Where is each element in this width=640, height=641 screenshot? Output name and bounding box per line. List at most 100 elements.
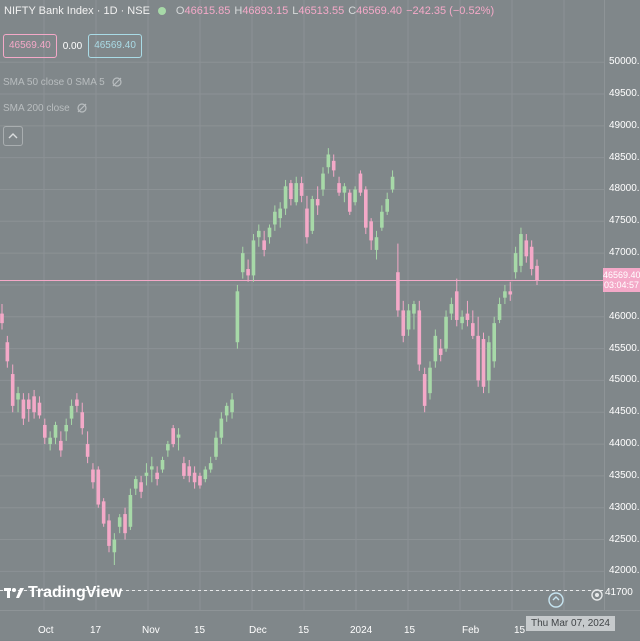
- eye-hidden-icon[interactable]: [76, 102, 88, 114]
- open-label: O: [175, 5, 185, 17]
- candle-body: [123, 514, 127, 534]
- candle-body: [342, 186, 347, 193]
- candle-down: [476, 316, 480, 387]
- candle-body: [321, 173, 325, 190]
- candle-down: [364, 186, 368, 235]
- candle-up: [278, 202, 282, 228]
- sell-button[interactable]: 46569.40: [3, 34, 57, 58]
- candle-body: [471, 323, 475, 336]
- candle-body: [128, 494, 133, 527]
- candle-body: [385, 199, 389, 212]
- candle-body: [0, 313, 4, 324]
- candle-body: [262, 240, 266, 250]
- candle-up: [342, 183, 347, 203]
- tradingview-watermark[interactable]: TradingView: [4, 584, 122, 602]
- collapse-legend-button[interactable]: [3, 126, 23, 146]
- indicator-sma50[interactable]: SMA 50 close 0 SMA 5: [3, 76, 123, 88]
- candle-body: [406, 310, 411, 330]
- candle-down: [471, 310, 475, 340]
- candle-body: [235, 291, 240, 343]
- candle-up: [492, 316, 496, 368]
- candle-down: [192, 466, 197, 489]
- candle-up: [112, 533, 117, 565]
- candle-down: [75, 393, 79, 413]
- candle-body: [369, 221, 373, 241]
- candle-body: [37, 402, 42, 416]
- candlestick-plot[interactable]: [0, 0, 604, 610]
- candle-up: [294, 176, 299, 206]
- candle-body: [444, 316, 448, 349]
- candle-body: [187, 466, 192, 476]
- candle-body: [465, 313, 470, 320]
- candle-body: [117, 517, 122, 527]
- price-tick-label: 43500.00: [609, 469, 640, 481]
- candle-up: [117, 514, 122, 534]
- candle-body: [75, 399, 79, 406]
- candle-down: [454, 278, 459, 327]
- candle-body: [208, 463, 213, 470]
- candle-down: [85, 431, 90, 464]
- candle-body: [64, 424, 68, 432]
- candle-body: [508, 291, 513, 295]
- last-price-value: 46569.40: [603, 270, 640, 280]
- candle-body: [171, 428, 175, 445]
- candle-body: [374, 237, 379, 250]
- candle-down: [5, 335, 10, 368]
- candle-body: [26, 399, 31, 410]
- candle-body: [310, 199, 315, 231]
- candle-body: [278, 208, 282, 219]
- candle-body: [139, 482, 143, 492]
- candle-body: [524, 240, 529, 257]
- candle-down: [299, 176, 304, 203]
- candle-down: [508, 281, 513, 301]
- time-axis[interactable]: Oct 17 Nov 15 Dec 15 2024 15 Feb 15: [0, 610, 640, 641]
- candle-up: [310, 195, 315, 235]
- candle-up: [321, 167, 325, 196]
- candle-up: [513, 246, 518, 279]
- candle-body: [160, 459, 165, 470]
- price-axis[interactable]: 50000.00 49500.00 49000.00 48500.00 48000.00…: [604, 0, 640, 610]
- candle-body: [59, 440, 63, 451]
- candle-body: [166, 444, 170, 451]
- price-tick-label: 49500.00: [609, 88, 640, 99]
- candle-up: [497, 297, 502, 324]
- close-label: C: [348, 5, 357, 17]
- candle-down: [246, 259, 250, 282]
- time-tick-label: Dec: [249, 625, 267, 636]
- candle-up: [267, 224, 272, 244]
- buy-button[interactable]: 46569.40: [88, 34, 142, 58]
- eye-hidden-icon[interactable]: [111, 76, 123, 88]
- price-tick-label: 47500.00: [609, 215, 640, 227]
- market-status-icon: [157, 7, 166, 15]
- gear-icon[interactable]: [590, 588, 604, 602]
- candle-up: [214, 431, 218, 460]
- candle-body: [315, 199, 320, 206]
- candle-up: [208, 456, 213, 473]
- candle-body: [96, 469, 101, 505]
- go-to-realtime-icon[interactable]: [548, 592, 564, 608]
- candle-body: [107, 520, 111, 546]
- candle-body: [497, 304, 502, 320]
- indicator-sma200[interactable]: SMA 200 close: [3, 102, 88, 114]
- candle-down: [438, 339, 443, 362]
- symbol-title[interactable]: NIFTY Bank Index · 1D · NSE: [4, 5, 150, 17]
- candle-down: [123, 507, 127, 540]
- candle-body: [353, 189, 357, 203]
- candle-up: [412, 300, 416, 330]
- candle-up: [240, 246, 245, 279]
- price-tick-label: 45500.00: [609, 342, 640, 354]
- candle-body: [519, 234, 523, 266]
- candle-down: [289, 179, 293, 206]
- candle-down: [91, 463, 95, 489]
- crosshair-price-label: 41700: [605, 587, 633, 598]
- candle-body: [417, 310, 422, 365]
- candle-up: [133, 475, 138, 495]
- candle-down: [529, 240, 534, 276]
- candle-up: [428, 361, 432, 400]
- candle-body: [43, 424, 47, 438]
- candle-body: [289, 183, 293, 200]
- candle-up: [203, 466, 208, 483]
- candle-body: [101, 501, 106, 524]
- candle-body: [347, 192, 352, 212]
